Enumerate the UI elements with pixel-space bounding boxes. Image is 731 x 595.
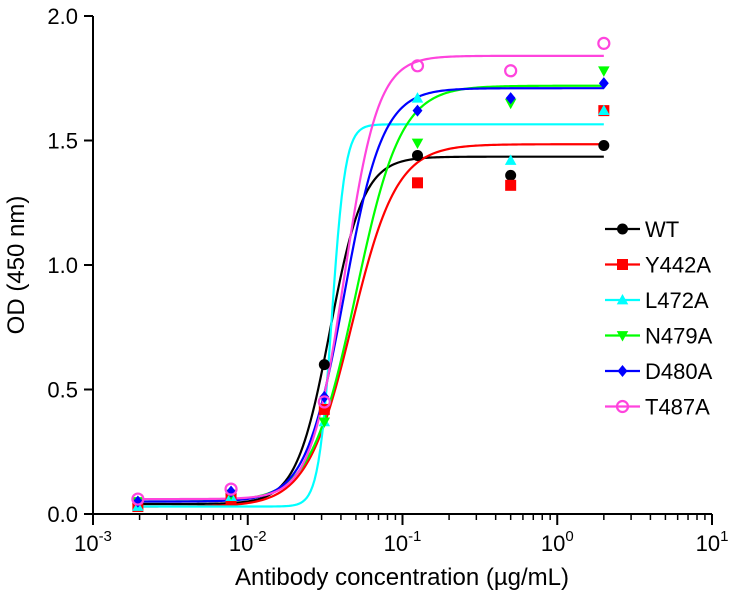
x-tick-label: 101 [696, 528, 729, 556]
y-tick-label: 0.0 [47, 502, 78, 527]
data-point-d480a [226, 485, 237, 498]
fit-curve-t487a [137, 54, 604, 501]
data-point-y442a [411, 177, 423, 189]
axes: 0.0 0.5 1.0 1.5 2.0 10-3 10-2 10-1 100 101 [47, 4, 728, 556]
legend: WT Y442A L472A N479A D480A T487A [605, 217, 713, 420]
fit-curve-y442a [137, 143, 604, 508]
legend-marker-n479a [616, 331, 629, 342]
x-axis-title: Antibody concentration (µg/mL) [235, 564, 569, 591]
fit-curve-l472a [137, 123, 604, 508]
data-point-t487a [317, 395, 331, 409]
data-point-l472a [598, 104, 610, 116]
data-point-n479a [318, 417, 331, 428]
x-tick-label: 10-2 [229, 528, 267, 556]
legend-marker-l472a [616, 293, 629, 305]
legend-label: T487A [645, 395, 710, 420]
data-point-n479a [411, 138, 424, 150]
data-point-t487a [504, 64, 518, 78]
legend-label: WT [645, 217, 679, 242]
fit-curve-wt [137, 155, 604, 506]
data-point-d480a [412, 104, 423, 117]
data-point-wt [505, 169, 517, 181]
fit-curve-d480a [137, 87, 604, 503]
y-tick-label: 1.5 [47, 129, 78, 154]
data-point-l472a [504, 154, 517, 165]
legend-marker-wt [617, 223, 628, 235]
legend-marker-d480a [617, 364, 628, 378]
legend-label: Y442A [645, 253, 711, 278]
y-tick-label: 0.5 [47, 378, 78, 403]
data-point-y442a [505, 179, 517, 191]
data-point-t487a [410, 59, 425, 73]
data-point-l472a [411, 92, 424, 103]
legend-label: N479A [645, 324, 713, 349]
x-tick-label: 10-1 [384, 528, 422, 556]
y-tick-label: 1.0 [47, 253, 78, 278]
data-point-y442a [318, 403, 330, 415]
data-point-wt [411, 149, 423, 161]
data-points [131, 36, 611, 513]
y-axis-title: OD (450 nm) [3, 196, 30, 335]
legend-marker-t487a [615, 399, 630, 414]
data-point-d480a [598, 77, 609, 90]
y-tick-label: 2.0 [47, 4, 78, 29]
data-point-wt [318, 359, 330, 371]
fit-curve-n479a [137, 84, 604, 503]
legend-label: D480A [645, 359, 713, 384]
x-tick-label: 10-3 [74, 528, 112, 556]
data-point-t487a [597, 36, 611, 50]
legend-label: L472A [645, 288, 709, 313]
data-point-t487a [131, 492, 145, 506]
data-point-d480a [132, 495, 143, 508]
fit-curves [137, 54, 604, 508]
x-tick-label: 100 [541, 528, 574, 556]
data-point-wt [598, 139, 610, 151]
data-point-t487a [224, 482, 238, 496]
legend-marker-y442a [617, 259, 628, 270]
data-point-d480a [505, 92, 516, 105]
data-point-n479a [598, 66, 610, 77]
